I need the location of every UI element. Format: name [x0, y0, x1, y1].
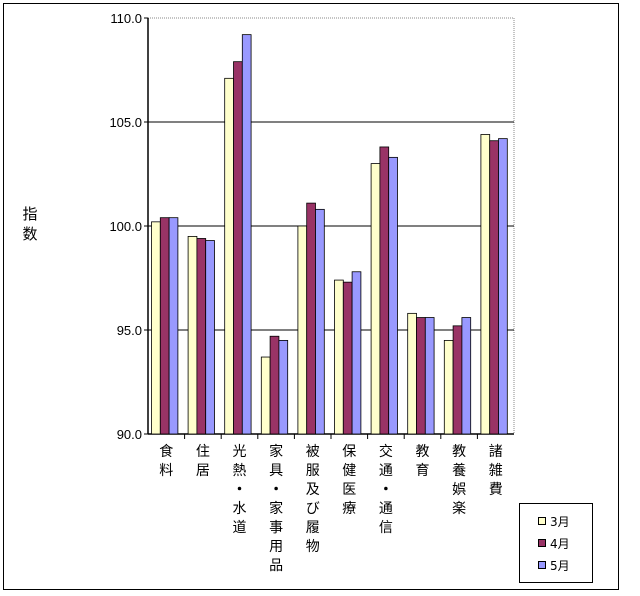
y-tick-label-4: 110.0 [110, 11, 142, 26]
legend-label-2: 5月 [550, 558, 570, 573]
y-tick-label-1: 95.0 [117, 323, 142, 338]
bar-2-0 [224, 77, 234, 435]
bar-2-1 [233, 61, 243, 435]
y-axis-label: 指数 [22, 204, 38, 244]
legend-item-1: 4月 [538, 532, 592, 554]
y-tick-label-3: 105.0 [109, 115, 142, 130]
x-tick-label-7: 教育 [416, 444, 430, 479]
bar-1-0 [187, 235, 198, 435]
x-tick-label-1: 住居 [196, 444, 210, 479]
legend-swatch-1 [538, 539, 546, 547]
legend-label-1: 4月 [550, 536, 570, 551]
x-tick-label-3: 家具・家事用品 [269, 443, 283, 574]
bar-4-0 [297, 225, 308, 435]
bar-0-1 [159, 217, 170, 435]
x-tick-label-8: 教養娯楽 [452, 444, 466, 517]
bar-5-1 [342, 281, 353, 435]
bar-5-2 [351, 271, 362, 435]
y-tick-label-0: 90.0 [117, 427, 142, 442]
legend-item-2: 5月 [538, 554, 592, 576]
y-tick-label-2: 100.0 [109, 219, 142, 234]
bar-6-2 [388, 156, 398, 435]
bar-8-0 [443, 339, 454, 435]
bar-7-0 [407, 312, 417, 435]
bar-8-1 [452, 325, 463, 435]
bar-4-2 [315, 208, 325, 435]
bar-7-1 [416, 317, 426, 435]
x-tick-label-0: 食料 [159, 443, 173, 479]
x-tick-label-9: 諸雑費 [489, 444, 503, 498]
bar-3-0 [260, 356, 271, 435]
bar-7-2 [424, 317, 435, 435]
legend-label-0: 3月 [550, 514, 570, 529]
y-axis-label-char-1: 数 [22, 225, 38, 243]
bar-6-0 [370, 163, 381, 435]
bar-9-1 [489, 140, 499, 435]
x-tick-label-4: 被服及び履物 [306, 444, 320, 555]
legend: 3月 4月 5月 [519, 503, 593, 583]
bar-3-2 [278, 339, 289, 435]
bar-6-1 [379, 146, 390, 435]
y-axis-label-char-0: 指 [22, 205, 38, 223]
bar-8-2 [461, 317, 472, 435]
legend-swatch-0 [538, 517, 546, 525]
bar-2-2 [241, 34, 252, 435]
legend-swatch-2 [538, 561, 546, 569]
x-tick-label-2: 光熱・水道 [233, 444, 247, 536]
x-tick-label-6: 交通・通信 [379, 443, 393, 536]
bar-0-0 [151, 221, 161, 435]
bar-5-0 [334, 279, 344, 435]
bar-0-2 [168, 217, 179, 435]
x-tick-label-5: 保健医療 [342, 444, 356, 517]
chart-frame [3, 3, 619, 590]
bar-9-2 [498, 138, 508, 435]
bar-9-0 [480, 134, 491, 435]
bar-3-1 [269, 335, 280, 435]
bar-1-2 [205, 240, 215, 435]
bar-1-1 [196, 238, 207, 435]
legend-item-0: 3月 [538, 510, 592, 532]
bar-4-1 [306, 202, 316, 435]
